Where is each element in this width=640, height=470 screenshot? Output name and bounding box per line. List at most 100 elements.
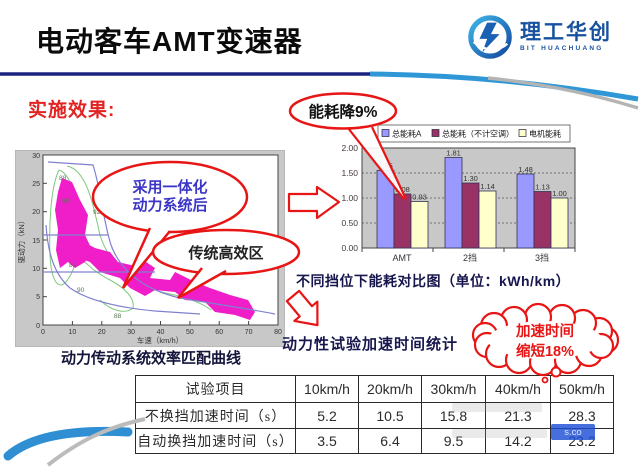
- x-tick: 40: [157, 329, 165, 336]
- y-tick: 10: [32, 266, 40, 273]
- bar-total-A-AMT: [376, 170, 395, 249]
- category-label: 2挡: [463, 252, 477, 263]
- bar-y-tick-labels: 2.00 1.50 1.00 0.50 0.00: [341, 143, 358, 253]
- row-label: 自动换挡加速时间（s）: [135, 428, 296, 454]
- cell: 15.8: [421, 402, 486, 429]
- y-tick: 1.50: [341, 168, 358, 178]
- y-tick: 20: [32, 209, 40, 216]
- table-header-row: 试验项目 10km/h 20km/h 30km/h 40km/h 50km/h: [135, 375, 614, 403]
- bar-label: 0.93: [412, 193, 427, 202]
- y-tick: 15: [32, 238, 40, 245]
- x-tick: 0: [41, 329, 45, 336]
- cell: 10.5: [358, 402, 422, 429]
- watermark-badge: s.co: [551, 424, 595, 440]
- bar-series: [376, 157, 569, 249]
- y-tick: 1.00: [341, 193, 358, 203]
- bar-chart-legend: 总能耗A 总能耗（不计空调） 电机能耗: [377, 124, 571, 143]
- bar-label: 1.48: [518, 165, 533, 174]
- y-tick: 5: [36, 294, 40, 301]
- legend-swatch-motor: [518, 129, 527, 137]
- legend-label-total-noAC: 总能耗（不计空调）: [442, 129, 514, 139]
- table-header-item: 试验项目: [135, 375, 296, 403]
- category-label: 3挡: [535, 252, 549, 263]
- efficiency-chart-caption: 动力传动系统效率匹配曲线: [60, 350, 241, 367]
- y-tick: 30: [32, 153, 40, 160]
- company-logo: 理工华创 BIT HUACHUANG: [467, 14, 612, 60]
- legend-swatch-total-noAC: [431, 129, 440, 137]
- cell: 6.4: [358, 428, 422, 454]
- table-header-30: 30km/h: [421, 375, 486, 403]
- bar-total-noAC-gear2: [461, 182, 480, 249]
- efficiency-map-chart: 30 25 20 15 10 5 0 0 10 20 30 40 50 60 7…: [15, 150, 285, 347]
- cell: 5.2: [295, 402, 359, 429]
- table-header-50: 50km/h: [550, 375, 614, 403]
- acceleration-table: 试验项目 10km/h 20km/h 30km/h 40km/h 50km/h …: [135, 375, 614, 454]
- bar-label: 1.08: [395, 185, 410, 194]
- legend-label-total-A: 总能耗A: [392, 129, 422, 139]
- bar-label: 1.30: [463, 174, 478, 183]
- header-rule-swoosh: [0, 71, 639, 110]
- legend-swatch-total-A: [381, 129, 390, 137]
- footer-swoosh-gray: [46, 417, 146, 467]
- x-axis-tick-labels: 0 10 20 30 40 50 60 70 80: [41, 329, 282, 336]
- y-tick: 0.00: [341, 243, 358, 253]
- bar-chart-caption: 不同挡位下能耗对比图（单位：kWh/km）: [296, 273, 571, 289]
- x-tick: 50: [186, 329, 194, 336]
- bar-label: 1.81: [446, 149, 461, 158]
- contour-label: 88: [114, 313, 122, 320]
- watermark-smudge: [452, 429, 547, 438]
- table-header-20: 20km/h: [358, 375, 422, 403]
- table-header-40: 40km/h: [485, 375, 551, 403]
- cell: 21.3: [485, 402, 551, 429]
- bar-label: 1.00: [552, 189, 567, 198]
- y-tick: 25: [32, 181, 40, 188]
- x-tick: 60: [215, 329, 223, 336]
- footer-swoosh: [3, 417, 146, 467]
- logo-name: 理工华创: [520, 20, 612, 44]
- bar-motor-gear2: [478, 190, 497, 249]
- header-swoosh-gray: [487, 76, 639, 110]
- bar-category-labels: AMT 2挡 3挡: [393, 252, 550, 263]
- row-label: 不换挡加速时间（s）: [135, 402, 296, 429]
- table-header-10: 10km/h: [295, 375, 359, 403]
- contour-label: 92: [93, 209, 101, 216]
- y-axis-tick-labels: 30 25 20 15 10 5 0: [32, 153, 40, 330]
- section-label: 实施效果:: [28, 100, 116, 121]
- x-tick: 70: [245, 329, 253, 336]
- cloud-text-line2: 缩短18%: [516, 342, 574, 360]
- logo-subtitle: BIT HUACHUANG: [520, 44, 604, 52]
- y-tick: 2.00: [341, 143, 358, 153]
- x-tick: 20: [98, 329, 106, 336]
- watermark-smudge: [452, 403, 542, 412]
- accel-stats-label: 动力性试验加速时间统计: [282, 336, 459, 353]
- cloud-text-line1: 加速时间: [515, 322, 574, 340]
- y-axis-label: 驱动力（kN）: [16, 217, 26, 264]
- arrow-down-right-icon: [285, 289, 319, 327]
- contour-label: 88: [69, 262, 77, 269]
- axis-ticks: [42, 154, 279, 326]
- bar-x-ticks: [361, 248, 576, 252]
- logo-icon: [468, 15, 512, 59]
- cell: 14.2: [485, 428, 551, 454]
- x-axis-label: 车速（km/h）: [137, 335, 183, 345]
- category-label: AMT: [393, 253, 413, 263]
- bar-motor-AMT: [410, 201, 429, 249]
- contour-label: 88: [59, 175, 67, 182]
- bar-label: 1.14: [480, 182, 495, 191]
- y-tick: 0: [36, 323, 40, 330]
- x-tick: 30: [127, 329, 135, 336]
- table-row: 自动换挡加速时间（s） 3.5 6.4 9.5 14.2 23.2: [135, 428, 614, 454]
- bar-total-noAC-gear3: [533, 191, 552, 249]
- bar-motor-gear3: [550, 197, 569, 249]
- bar-label: 1.55: [378, 162, 393, 171]
- accel-cloud-callout: 加速时间 缩短18%: [471, 302, 620, 384]
- contour-label: 90: [62, 198, 70, 205]
- bar-total-noAC-AMT: [393, 193, 412, 249]
- x-tick: 80: [274, 329, 282, 336]
- energy-bar-chart: 1.55 1.08 0.93 1.81 1.30 1.14 1.48 1.13 …: [341, 124, 576, 263]
- bar-total-A-gear2: [444, 157, 463, 249]
- page-title: 电动客车AMT变速器: [36, 26, 303, 57]
- y-tick: 0.50: [341, 218, 358, 228]
- x-tick: 10: [69, 329, 77, 336]
